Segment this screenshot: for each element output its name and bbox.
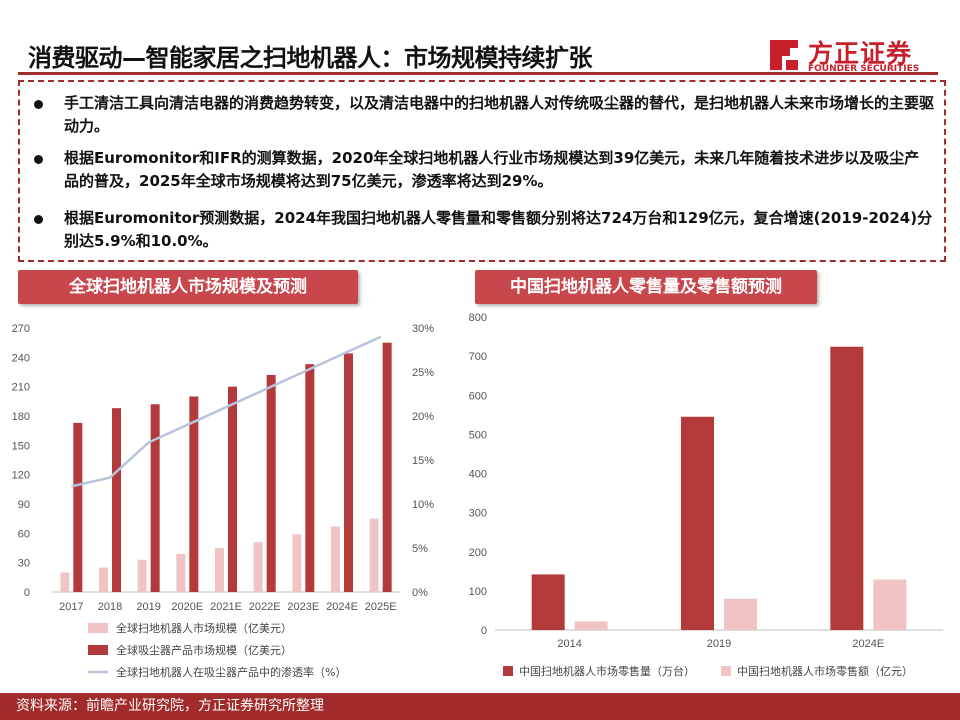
bullet-item: 根据Euromonitor预测数据，2024年我国扫地机器人零售量和零售额分别将… bbox=[34, 207, 934, 253]
bar-retail-sales bbox=[574, 621, 608, 630]
y-axis-tick-label: 200 bbox=[469, 547, 487, 559]
bar-vacuum-market bbox=[112, 408, 121, 592]
y-axis-tick-label: 60 bbox=[18, 528, 30, 540]
bar-robot-market bbox=[331, 526, 340, 592]
y-axis-tick-label: 600 bbox=[469, 390, 487, 402]
y-axis-tick-label: 700 bbox=[469, 351, 487, 363]
y2-axis-tick-label: 25% bbox=[412, 367, 434, 379]
y2-axis-tick-label: 10% bbox=[412, 499, 434, 511]
global-market-chart: 0 30 60 90 120 150 180 210 240 270 0% 5% 10% 15% 20% 25… bbox=[12, 323, 435, 679]
bar-vacuum-market bbox=[305, 364, 315, 592]
bullet-item: 手工清洁工具向清洁电器的消费趋势转变，以及清洁电器中的扫地机器人对传统吸尘器的替… bbox=[34, 92, 934, 138]
y-axis-tick-label: 300 bbox=[469, 508, 487, 520]
x-axis-tick-label: 2014 bbox=[557, 638, 581, 650]
bullet-dot-icon bbox=[34, 215, 43, 224]
line-penetration-rate bbox=[71, 335, 382, 488]
bullet-dot-icon bbox=[34, 155, 43, 164]
bar-robot-market bbox=[292, 534, 302, 592]
title-divider bbox=[18, 72, 938, 75]
legend-swatch bbox=[88, 623, 108, 633]
y-axis-tick-label: 180 bbox=[12, 411, 30, 423]
bar-robot-market bbox=[137, 559, 147, 592]
source-note: 资料来源：前瞻产业研究院，方正证券研究所整理 bbox=[0, 693, 960, 720]
y-axis-tick-label: 100 bbox=[469, 586, 487, 598]
bar-vacuum-market bbox=[382, 342, 392, 592]
x-axis-tick-label: 2021E bbox=[210, 601, 242, 613]
y2-axis-tick-label: 20% bbox=[412, 411, 434, 423]
y2-axis-tick-label: 5% bbox=[412, 543, 428, 555]
x-axis-tick-label: 2024E bbox=[326, 601, 358, 613]
bar-robot-market bbox=[369, 518, 379, 592]
bullet-text: 根据Euromonitor预测数据，2024年我国扫地机器人零售量和零售额分别将… bbox=[64, 209, 933, 250]
bar-robot-market bbox=[60, 572, 70, 592]
y-axis-tick-label: 30 bbox=[18, 558, 30, 570]
legend-swatch bbox=[721, 666, 731, 676]
y-axis-tick-label: 0 bbox=[481, 625, 487, 637]
bar-vacuum-market bbox=[150, 404, 160, 592]
bar-vacuum-market bbox=[228, 386, 237, 592]
legend-label: 全球扫地机器人市场规模（亿美元） bbox=[116, 621, 292, 635]
bar-vacuum-market bbox=[266, 374, 276, 592]
logo-text-en: FOUNDER SECURITIES bbox=[808, 64, 920, 74]
bullet-text: 手工清洁工具向清洁电器的消费趋势转变，以及清洁电器中的扫地机器人对传统吸尘器的替… bbox=[64, 94, 935, 135]
bar-retail-sales bbox=[873, 579, 907, 630]
y-axis-tick-label: 500 bbox=[469, 429, 487, 441]
legend-swatch bbox=[503, 666, 513, 676]
y-axis-tick-label: 210 bbox=[12, 382, 30, 394]
y-axis-tick-label: 120 bbox=[12, 470, 30, 482]
y2-axis-tick-label: 0% bbox=[412, 587, 428, 599]
x-axis-tick-label: 2025E bbox=[365, 601, 397, 613]
left-chart-title: 全球扫地机器人市场规模及预测 bbox=[18, 270, 358, 304]
page-title: 消费驱动—智能家居之扫地机器人：市场规模持续扩张 bbox=[28, 44, 593, 72]
bar-robot-market bbox=[253, 542, 263, 592]
y-axis-tick-label: 400 bbox=[469, 469, 487, 481]
legend-label: 全球吸尘器产品市场规模（亿美元） bbox=[116, 643, 292, 657]
bullet-item: 根据Euromonitor和IFR的测算数据，2020年全球扫地机器人行业市场规… bbox=[34, 147, 934, 193]
bar-retail-volume bbox=[830, 346, 864, 630]
bar-vacuum-market bbox=[344, 353, 353, 592]
y2-axis-tick-label: 15% bbox=[412, 455, 434, 467]
x-axis-tick-label: 2017 bbox=[59, 601, 83, 613]
china-retail-chart: 0 100 200 300 400 500 600 700 800 2014 2019 2024E 中国… bbox=[469, 312, 943, 678]
bar-robot-market bbox=[176, 553, 186, 592]
logo-mark-icon bbox=[770, 40, 798, 70]
x-axis-tick-label: 2023E bbox=[287, 601, 319, 613]
bar-retail-sales bbox=[724, 598, 757, 630]
bar-vacuum-market bbox=[73, 422, 83, 592]
bar-retail-volume bbox=[681, 416, 714, 630]
summary-box: 手工清洁工具向清洁电器的消费趋势转变，以及清洁电器中的扫地机器人对传统吸尘器的替… bbox=[18, 80, 946, 262]
bullet-text: 根据Euromonitor和IFR的测算数据，2020年全球扫地机器人行业市场规… bbox=[64, 149, 920, 190]
bar-robot-market bbox=[215, 548, 224, 592]
bar-robot-market bbox=[99, 567, 108, 592]
x-axis-tick-label: 2019 bbox=[136, 601, 160, 613]
legend-label: 中国扫地机器人市场零售量（万台） bbox=[519, 664, 695, 678]
bar-vacuum-market bbox=[189, 396, 199, 592]
y-axis-tick-label: 270 bbox=[12, 323, 30, 335]
x-axis-tick-label: 2018 bbox=[98, 601, 122, 613]
x-axis-tick-label: 2022E bbox=[249, 601, 281, 613]
logo-text-cn: 方正证券 bbox=[808, 39, 913, 68]
y-axis-tick-label: 90 bbox=[18, 499, 30, 511]
right-chart-title: 中国扫地机器人零售量及零售额预测 bbox=[475, 270, 817, 304]
y2-axis-tick-label: 30% bbox=[412, 323, 434, 335]
legend-swatch bbox=[88, 645, 108, 655]
bullet-dot-icon bbox=[34, 100, 43, 109]
y-axis-tick-label: 0 bbox=[24, 587, 30, 599]
x-axis-tick-label: 2024E bbox=[852, 638, 884, 650]
bar-retail-volume bbox=[531, 574, 565, 630]
company-logo: 方正证券 FOUNDER SECURITIES bbox=[764, 34, 944, 74]
legend-label: 全球扫地机器人在吸尘器产品中的渗透率（%） bbox=[116, 665, 346, 679]
y-axis-tick-label: 150 bbox=[12, 440, 30, 452]
x-axis-tick-label: 2019 bbox=[707, 638, 731, 650]
legend-label: 中国扫地机器人市场零售额（亿元） bbox=[737, 664, 913, 678]
x-axis-tick-label: 2020E bbox=[171, 601, 203, 613]
y-axis-tick-label: 800 bbox=[469, 312, 487, 324]
y-axis-tick-label: 240 bbox=[12, 352, 30, 364]
